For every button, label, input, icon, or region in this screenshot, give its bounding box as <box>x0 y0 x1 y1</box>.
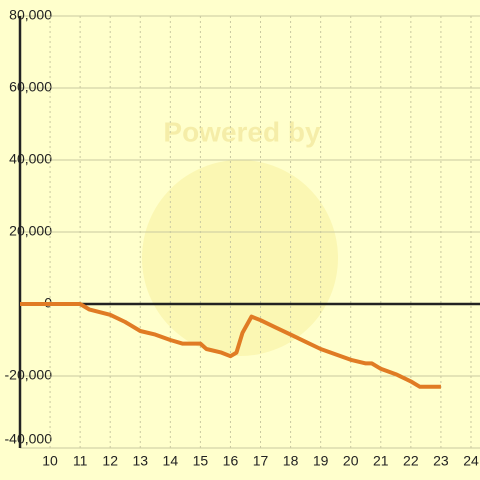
x-tick-label: 14 <box>163 453 179 469</box>
x-tick-label: 13 <box>132 453 148 469</box>
watermark-logo <box>142 160 338 356</box>
line <box>20 302 441 389</box>
x-tick-label: 17 <box>253 453 269 469</box>
y-tick-label: 20,000 <box>9 223 52 239</box>
watermark: Powered by <box>163 116 321 147</box>
x-tick-label: 12 <box>102 453 118 469</box>
y-tick-label: 60,000 <box>9 79 52 95</box>
x-tick-label: 24 <box>463 453 479 469</box>
x-tick-label: 11 <box>73 453 88 469</box>
x-tick-label: 22 <box>403 453 419 469</box>
x-tick-label: 19 <box>313 453 329 469</box>
y-tick-label: 40,000 <box>9 151 52 167</box>
x-tick-label: 21 <box>373 453 389 469</box>
x-tick-label: 10 <box>42 453 58 469</box>
y-tick-label: -40,000 <box>5 431 53 447</box>
x-tick-label: 16 <box>223 453 239 469</box>
y-tick-label: 80,000 <box>9 7 52 23</box>
x-tick-label: 20 <box>343 453 359 469</box>
x-tick-label: 23 <box>433 453 449 469</box>
y-tick-label: -20,000 <box>5 367 53 383</box>
x-tick-label: 18 <box>283 453 299 469</box>
x-tick-label: 15 <box>193 453 209 469</box>
